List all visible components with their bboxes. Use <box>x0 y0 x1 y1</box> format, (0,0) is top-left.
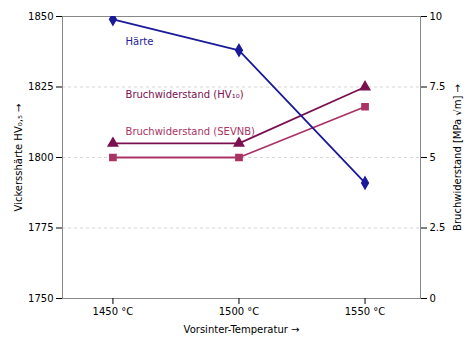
svg-text:1450 °C: 1450 °C <box>93 306 134 317</box>
svg-text:Bruchwiderstand (HV₁₀): Bruchwiderstand (HV₁₀) <box>126 89 244 100</box>
svg-text:1750: 1750 <box>28 293 53 304</box>
svg-text:7.5: 7.5 <box>430 81 446 92</box>
svg-text:Bruchwiderstand (SEVNB): Bruchwiderstand (SEVNB) <box>126 126 256 137</box>
svg-text:10: 10 <box>430 11 443 22</box>
svg-text:Bruchwiderstand [MPa √m] →: Bruchwiderstand [MPa √m] → <box>452 84 463 231</box>
svg-text:1500 °C: 1500 °C <box>219 306 260 317</box>
svg-text:Härte: Härte <box>126 36 154 47</box>
svg-text:5: 5 <box>430 152 436 163</box>
svg-text:Vorsinter-Temperatur →: Vorsinter-Temperatur → <box>184 324 300 335</box>
svg-text:2.5: 2.5 <box>430 222 446 233</box>
svg-text:Vickersshärte HV₀,₅ →: Vickersshärte HV₀,₅ → <box>13 104 24 212</box>
svg-text:1850: 1850 <box>28 11 53 22</box>
svg-text:1800: 1800 <box>28 152 53 163</box>
svg-text:1775: 1775 <box>28 222 53 233</box>
svg-text:1550 °C: 1550 °C <box>345 306 386 317</box>
svg-text:1825: 1825 <box>28 81 53 92</box>
svg-text:0: 0 <box>430 293 436 304</box>
